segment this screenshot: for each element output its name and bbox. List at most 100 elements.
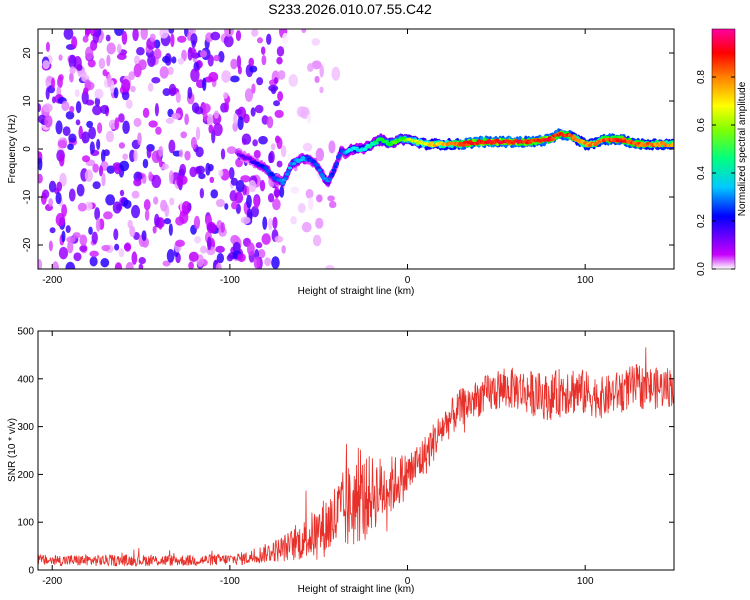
noise-blob <box>290 216 297 225</box>
noise-blob <box>123 199 132 209</box>
signal-track-cell <box>283 176 288 180</box>
noise-blob <box>261 233 271 245</box>
noise-blob <box>213 54 221 62</box>
noise-blob <box>273 100 281 107</box>
noise-blob <box>246 194 252 209</box>
noise-blob <box>92 31 100 44</box>
noise-blob <box>44 115 53 128</box>
noise-blob <box>276 137 283 150</box>
noise-blob <box>232 241 241 253</box>
noise-blob <box>224 29 234 37</box>
noise-blob <box>122 153 129 161</box>
noise-blob <box>253 256 261 269</box>
noise-blob <box>51 261 60 269</box>
noise-blob <box>271 256 280 269</box>
figure-title: S233.2026.010.07.55.C42 <box>268 1 432 17</box>
noise-blob <box>98 57 106 69</box>
noise-blob <box>160 199 168 212</box>
noise-blob <box>72 232 81 239</box>
noise-blob <box>188 251 199 262</box>
noise-blob <box>168 170 174 185</box>
noise-blob <box>229 75 240 83</box>
noise-blob <box>237 253 246 263</box>
noise-blob <box>51 77 56 89</box>
noise-blob <box>133 117 142 127</box>
noise-blob <box>226 254 234 262</box>
noise-blob <box>45 87 50 100</box>
colorbar-tick-label: 0.6 <box>696 118 707 132</box>
signal-track-cell <box>671 142 674 146</box>
signal-track-cell <box>317 168 322 172</box>
noise-blob <box>140 29 148 40</box>
noise-blob <box>249 65 258 73</box>
noise-blob <box>141 230 147 241</box>
noise-blob <box>281 245 286 254</box>
noise-blob <box>314 75 320 84</box>
noise-blob <box>38 173 43 184</box>
noise-blob <box>195 165 206 175</box>
noise-blob <box>48 198 53 207</box>
noise-blob <box>210 189 219 199</box>
noise-blob <box>241 133 252 145</box>
noise-blob <box>195 146 204 158</box>
noise-blob <box>94 207 101 221</box>
noise-blob <box>153 196 159 205</box>
noise-blob <box>213 110 219 119</box>
noise-blob <box>181 200 191 215</box>
noise-blob <box>231 201 238 210</box>
noise-blob <box>129 225 136 238</box>
noise-blob <box>118 113 125 123</box>
noise-blob <box>125 99 133 109</box>
noise-blob <box>74 89 80 98</box>
noise-blob <box>208 71 219 82</box>
noise-blob <box>88 126 97 140</box>
colorbar-ticks: 0.0 0.2 0.4 0.6 0.8 <box>696 70 735 276</box>
noise-blob <box>315 217 324 229</box>
noise-blob <box>69 105 75 113</box>
noise-blob <box>216 252 225 264</box>
noise-blob <box>55 212 66 227</box>
noise-blob <box>38 157 43 171</box>
noise-blob <box>105 130 115 143</box>
noise-blob <box>307 197 314 211</box>
noise-blob <box>148 171 153 182</box>
noise-blob <box>107 73 112 88</box>
noise-blob <box>131 251 138 265</box>
noise-blob <box>207 54 214 67</box>
noise-blob <box>55 120 63 135</box>
noise-blob <box>261 54 267 66</box>
noise-blob <box>89 250 99 257</box>
noise-blob <box>118 248 125 258</box>
signal-track-cell <box>327 177 332 181</box>
noise-blob <box>68 54 77 69</box>
noise-blob <box>158 159 163 168</box>
noise-blob <box>130 85 136 93</box>
noise-blob <box>71 36 78 49</box>
noise-blob <box>95 218 101 232</box>
noise-blob <box>266 116 274 129</box>
noise-blob <box>325 264 335 269</box>
noise-blob <box>49 227 56 234</box>
noise-blob <box>272 216 278 230</box>
noise-blob <box>38 259 43 269</box>
noise-blob <box>240 216 251 225</box>
noise-blob <box>207 164 214 172</box>
signal-track-cell <box>571 135 577 139</box>
noise-blob <box>88 226 93 235</box>
noise-blob <box>226 146 237 154</box>
noise-blob <box>92 181 101 190</box>
signal-track-cell <box>337 153 342 158</box>
noise-blob <box>162 55 171 64</box>
noise-blob <box>171 112 181 120</box>
noise-blob <box>199 50 208 58</box>
noise-blob <box>138 59 147 71</box>
noise-blob <box>256 77 264 86</box>
noise-blob <box>215 262 222 269</box>
noise-blob <box>75 119 81 126</box>
noise-blob <box>254 104 264 114</box>
snr-panel: -200 -100 0 100 0 100 200 300 400 500 Height of s… <box>7 327 675 595</box>
noise-blob <box>146 146 152 159</box>
y-tick-label: 400 <box>17 374 34 385</box>
noise-blob <box>79 234 88 246</box>
